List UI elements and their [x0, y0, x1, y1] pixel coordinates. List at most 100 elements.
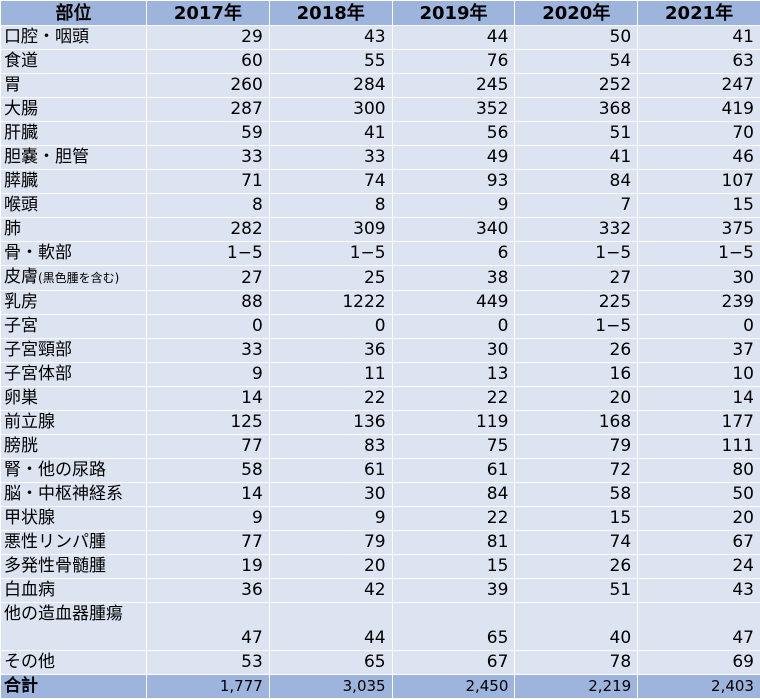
row-site-label: 子宮頸部: [1, 339, 147, 363]
row-value: 36: [269, 339, 392, 363]
row-site-label: 胃: [1, 74, 147, 98]
row-site-label: 口腔・咽頭: [1, 26, 147, 50]
row-value: 84: [515, 170, 638, 194]
row-value: 111: [638, 435, 760, 459]
row-value: 239: [638, 291, 760, 315]
row-value: 43: [269, 26, 392, 50]
row-site-label: 子宮: [1, 315, 147, 339]
row-site-label: 白血病: [1, 579, 147, 603]
total-label: 合計: [1, 675, 147, 699]
row-value: 44: [392, 26, 515, 50]
site-name: 前立腺: [4, 412, 55, 432]
row-site-label: 肝臓: [1, 122, 147, 146]
header-year-2021: 2021年: [638, 1, 760, 26]
row-site-label: 乳房: [1, 291, 147, 315]
site-name: 皮膚: [4, 267, 38, 287]
row-value: 15: [638, 194, 760, 218]
row-value: 332: [515, 218, 638, 242]
row-value: 63: [638, 50, 760, 74]
row-value: 287: [147, 98, 270, 122]
row-value: 61: [392, 459, 515, 483]
row-value: 58: [515, 483, 638, 507]
header-year-2020: 2020年: [515, 1, 638, 26]
row-value: 84: [392, 483, 515, 507]
row-value: 81: [392, 531, 515, 555]
row-site-label: 前立腺: [1, 411, 147, 435]
row-value: 22: [392, 387, 515, 411]
row-value: 1−5: [515, 242, 638, 266]
row-value: 38: [392, 266, 515, 291]
row-value: 168: [515, 411, 638, 435]
row-site-label: 胆嚢・胆管: [1, 146, 147, 170]
row-value: 51: [515, 579, 638, 603]
row-value: 14: [638, 387, 760, 411]
row-value: 8: [269, 194, 392, 218]
row-value: 245: [392, 74, 515, 98]
row-value: 9: [392, 194, 515, 218]
row-value: 67: [392, 651, 515, 675]
row-value: 39: [392, 579, 515, 603]
row-value: 83: [269, 435, 392, 459]
row-value: 8: [147, 194, 270, 218]
site-note: (黒色腫を含む): [38, 271, 119, 285]
total-value: 2,450: [392, 675, 515, 699]
row-value: 50: [515, 26, 638, 50]
row-value: 20: [515, 387, 638, 411]
row-value: 29: [147, 26, 270, 50]
row-site-label: 膵臓: [1, 170, 147, 194]
header-year-2019: 2019年: [392, 1, 515, 26]
row-value: 27: [515, 266, 638, 291]
row-value: 260: [147, 74, 270, 98]
site-name: 肝臓: [4, 123, 38, 143]
row-value: 20: [269, 555, 392, 579]
row-value: 252: [515, 74, 638, 98]
site-name: 甲状腺: [4, 508, 55, 528]
row-site-label: 食道: [1, 50, 147, 74]
site-name: 大腸: [4, 99, 38, 119]
site-name: 腎・他の尿路: [4, 460, 106, 480]
row-value: 37: [638, 339, 760, 363]
row-value: 11: [269, 363, 392, 387]
site-name: 他の造血器腫瘍: [4, 604, 123, 624]
row-value: 61: [269, 459, 392, 483]
row-site-label: その他: [1, 651, 147, 675]
row-site-label: 皮膚(黒色腫を含む): [1, 266, 147, 291]
row-value: 16: [515, 363, 638, 387]
row-value: 77: [147, 435, 270, 459]
row-value: 30: [269, 483, 392, 507]
row-value: 25: [269, 266, 392, 291]
site-name: 白血病: [4, 580, 55, 600]
row-value: 13: [392, 363, 515, 387]
row-value: 15: [392, 555, 515, 579]
row-value: 1−5: [638, 242, 760, 266]
row-value: 0: [147, 315, 270, 339]
site-name: 多発性骨髄腫: [4, 556, 106, 576]
row-site-label: 他の造血器腫瘍: [1, 603, 147, 651]
row-value: 27: [147, 266, 270, 291]
header-row: 部位 2017年 2018年 2019年 2020年 2021年: [1, 1, 760, 26]
site-name: 肺: [4, 219, 21, 239]
row-value: 78: [515, 651, 638, 675]
site-name: 骨・軟部: [4, 243, 72, 263]
row-value: 225: [515, 291, 638, 315]
row-value: 14: [147, 483, 270, 507]
row-site-label: 子宮体部: [1, 363, 147, 387]
site-name: 乳房: [4, 292, 38, 312]
row-site-label: 甲状腺: [1, 507, 147, 531]
row-value: 65: [269, 651, 392, 675]
row-value: 74: [269, 170, 392, 194]
row-value: 26: [515, 339, 638, 363]
row-site-label: 喉頭: [1, 194, 147, 218]
row-value: 9: [147, 507, 270, 531]
